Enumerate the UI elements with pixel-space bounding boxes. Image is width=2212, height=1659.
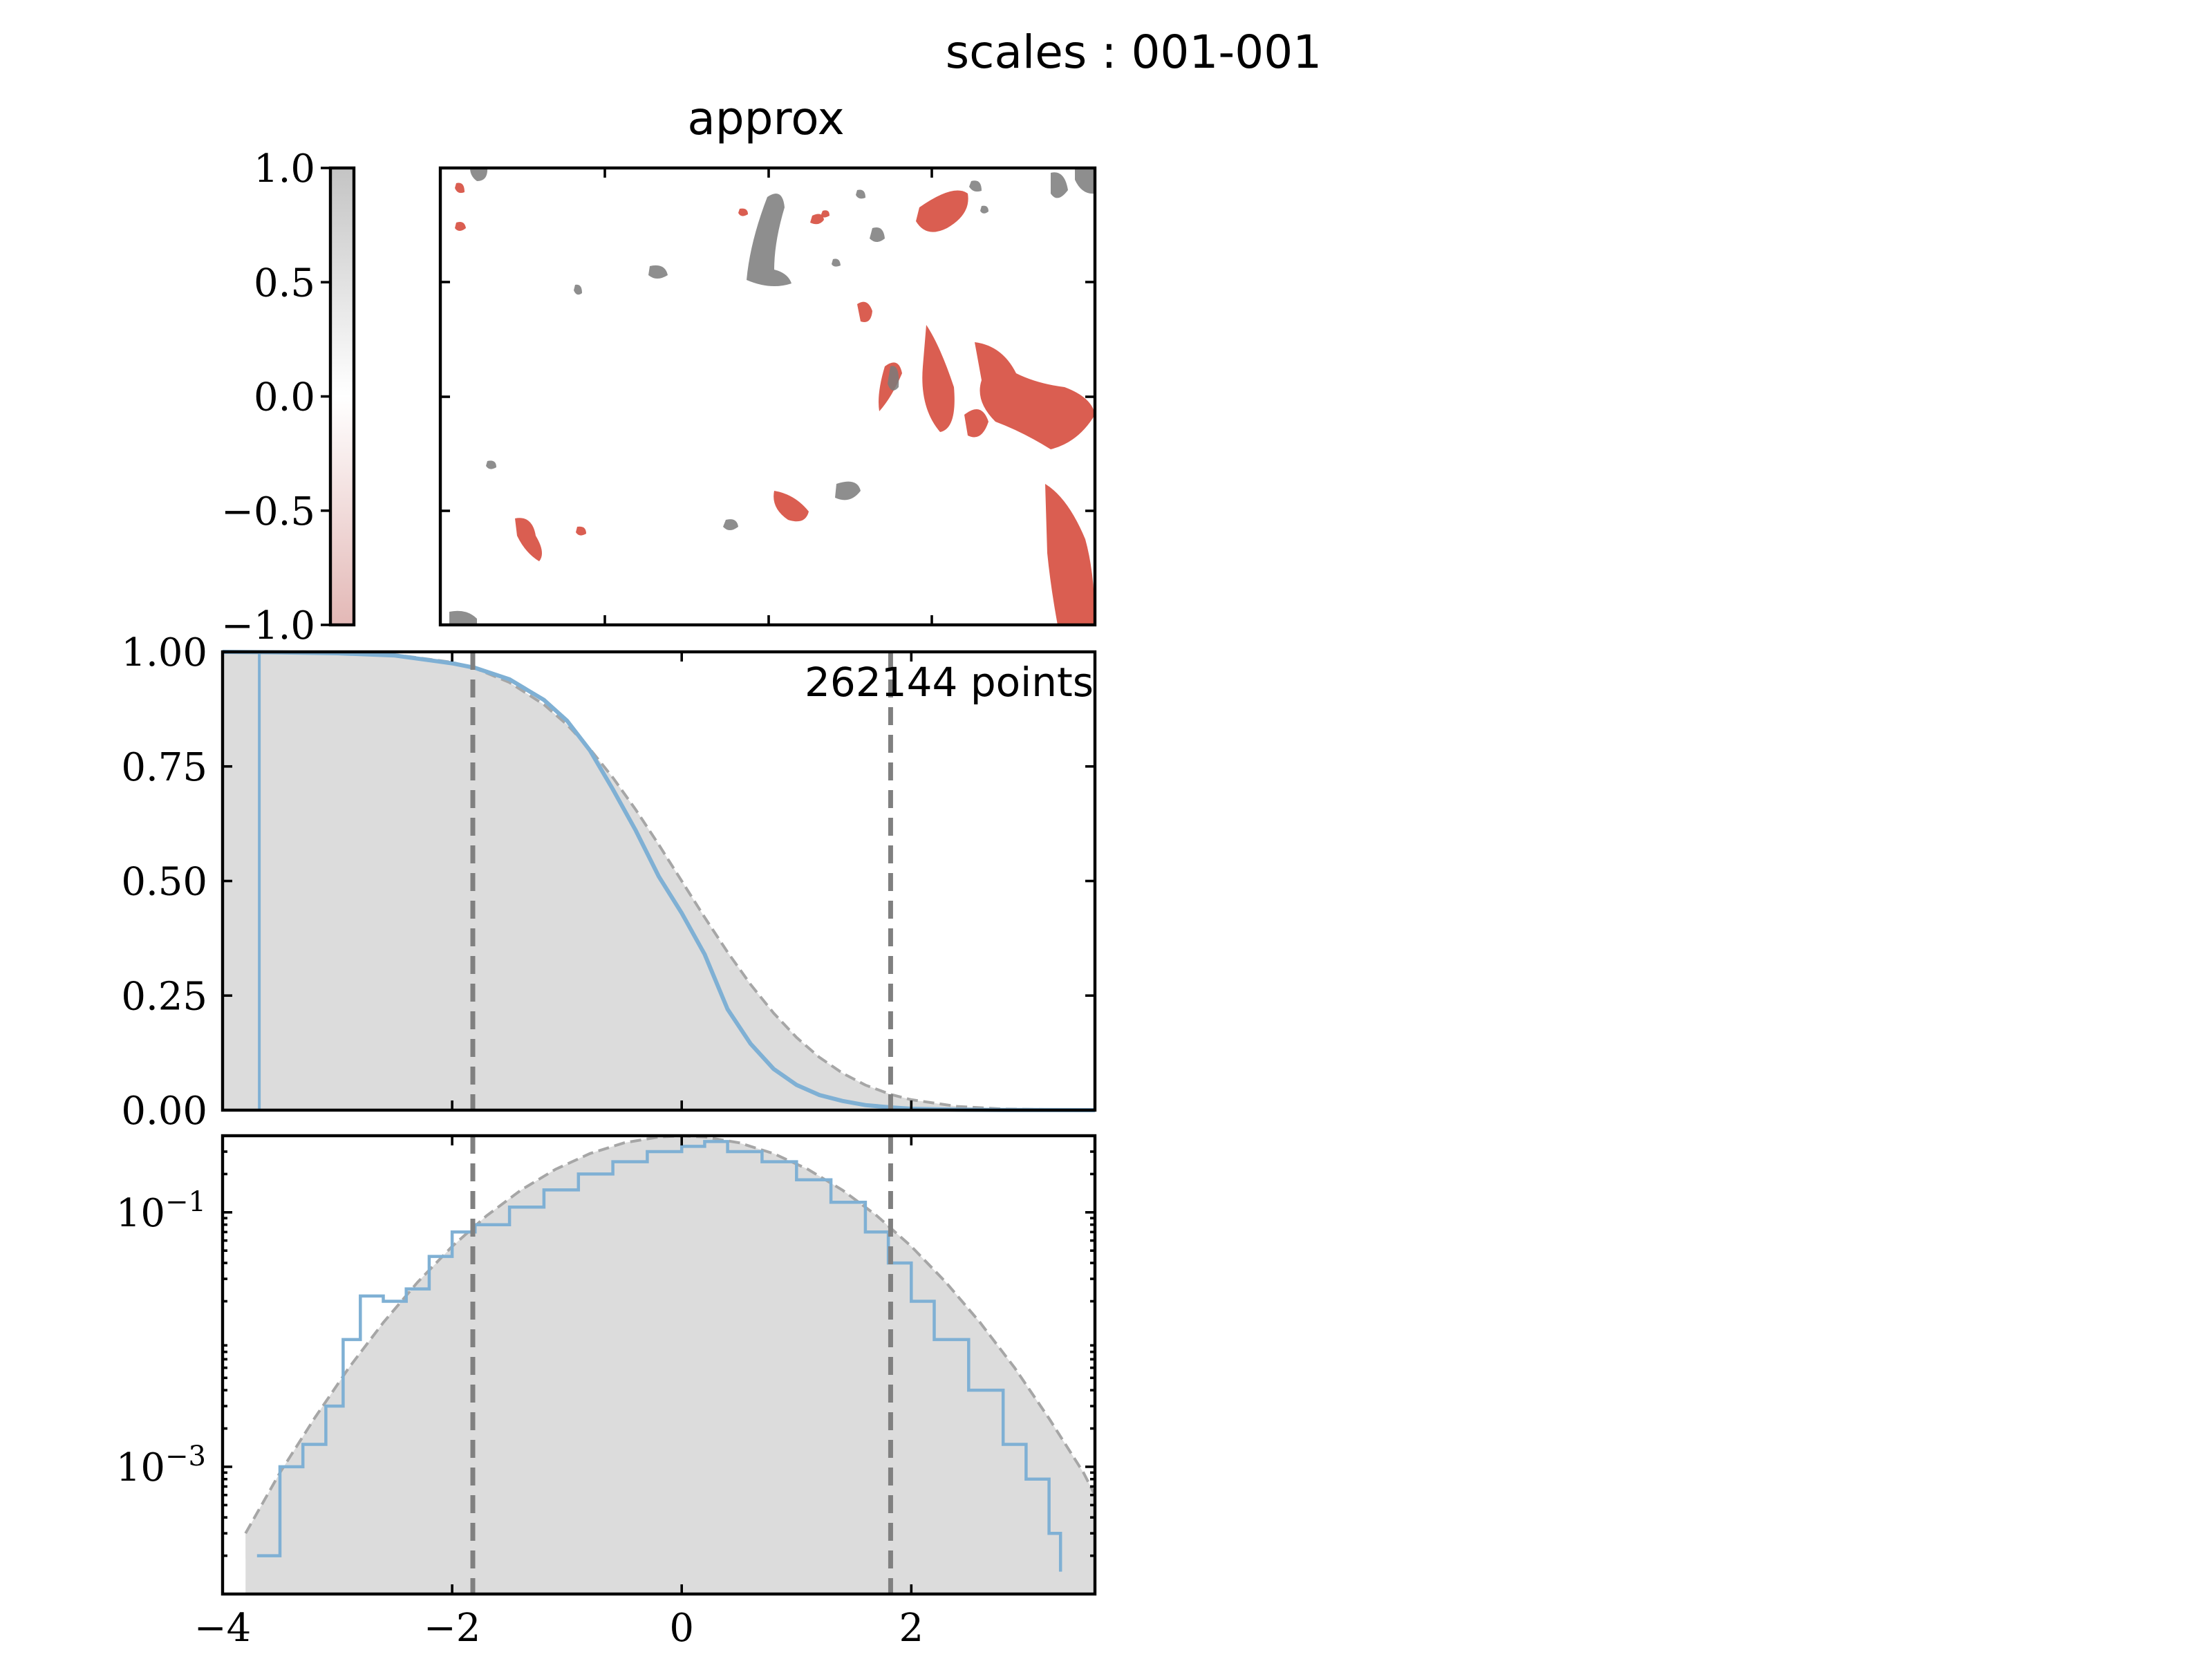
field-grey-patch [648, 265, 668, 279]
colorbar-tick-label: 0.5 [254, 261, 315, 306]
field-grey-patch [486, 460, 496, 469]
field-red-patch [1045, 484, 1095, 625]
field-red-patch [821, 210, 830, 218]
log-density-plot: 10−1 10−3 −4 −2 0 2 [116, 1134, 1097, 1651]
field-red-patch [455, 182, 465, 194]
field-grey-patch [1051, 172, 1068, 198]
field-plot: approx [438, 92, 1097, 627]
field-red-patch [576, 526, 586, 536]
colorbar-tick-label: −0.5 [221, 489, 315, 534]
field-red-patch [916, 190, 968, 232]
field-grey-patch [888, 366, 899, 391]
field-red-patch [774, 491, 809, 522]
survival-y-tick-label: 0.75 [121, 745, 207, 790]
field-red-patch [857, 301, 872, 322]
survival-gaussian-fill [223, 652, 1095, 1110]
field-red-patch [810, 214, 824, 225]
field-blobs [449, 168, 1095, 625]
density-x-tick-label: −4 [194, 1606, 252, 1651]
density-x-tick-label: 2 [899, 1606, 924, 1651]
field-grey-patch [870, 227, 885, 242]
field-grey-patch [856, 189, 865, 199]
colorbar-tick-label: −1.0 [221, 603, 315, 648]
field-grey-patch [969, 180, 982, 192]
colorbar-tick-label: 0.0 [254, 375, 315, 420]
field-grey-patch [832, 259, 841, 267]
field-red-patch [738, 208, 748, 216]
survival-points-annotation: 262144 points [805, 659, 1094, 706]
field-red-patch [964, 409, 988, 438]
field-grey-patch [574, 284, 582, 295]
survival-empirical-line [222, 650, 1096, 1112]
density-frame [221, 1134, 1097, 1596]
density-y-tick-label: 10−3 [116, 1441, 206, 1490]
survival-y-tick-label: 0.50 [121, 860, 207, 905]
survival-y-tick-label: 0.00 [121, 1089, 207, 1134]
field-grey-patch [449, 610, 477, 625]
density-gaussian-fill [245, 1136, 1096, 1594]
field-grey-patch [747, 194, 791, 286]
field-grey-patch [980, 205, 988, 214]
figure-suptitle: scales : 001-001 [946, 26, 1322, 79]
colorbar-tick-label: 1.0 [254, 147, 315, 191]
field-grey-patch [1075, 168, 1095, 194]
colorbar-gradient [330, 168, 354, 625]
survival-y-tick-label: 0.25 [121, 974, 207, 1019]
field-red-patch [455, 222, 466, 231]
field-red-patch [975, 342, 1095, 449]
density-y-tick-label: 10−1 [116, 1186, 206, 1236]
colorbar: 1.0 0.5 0.0 −0.5 −1.0 [221, 147, 356, 648]
survival-y-tick-label: 1.00 [121, 630, 207, 675]
field-grey-patch [723, 519, 738, 530]
density-x-tick-label: 0 [669, 1606, 694, 1651]
field-grey-patch [470, 168, 488, 181]
field-grey-patch [835, 481, 861, 500]
density-empirical-line [256, 1140, 1062, 1572]
field-red-patch [515, 518, 542, 561]
field-red-patch [922, 325, 955, 432]
density-x-tick-label: −2 [424, 1606, 481, 1651]
field-ticks [440, 168, 1095, 625]
survival-plot: 1.00 0.75 0.50 0.25 0.00 262144 points [121, 630, 1097, 1134]
field-title: approx [687, 92, 844, 145]
